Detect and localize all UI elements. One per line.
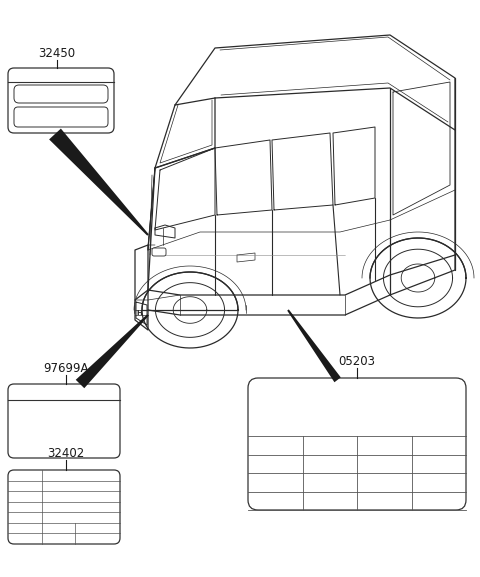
- Text: 05203: 05203: [338, 355, 375, 368]
- FancyBboxPatch shape: [8, 384, 120, 458]
- Text: H: H: [136, 310, 142, 316]
- Text: 32402: 32402: [48, 447, 84, 460]
- Polygon shape: [76, 314, 149, 388]
- Polygon shape: [287, 309, 341, 382]
- FancyBboxPatch shape: [14, 85, 108, 103]
- FancyBboxPatch shape: [8, 470, 120, 544]
- FancyBboxPatch shape: [248, 378, 466, 510]
- FancyBboxPatch shape: [152, 248, 166, 256]
- FancyBboxPatch shape: [14, 107, 108, 127]
- Text: 32450: 32450: [38, 47, 75, 60]
- Text: 97699A: 97699A: [43, 362, 89, 375]
- FancyBboxPatch shape: [8, 68, 114, 133]
- Polygon shape: [49, 129, 149, 235]
